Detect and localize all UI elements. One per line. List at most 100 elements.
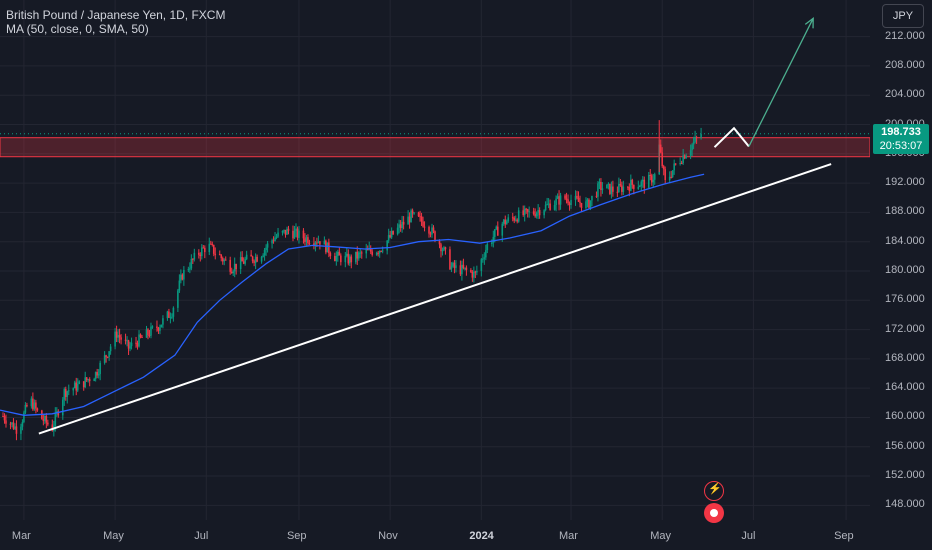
candle-body: [441, 250, 444, 252]
candle-body: [106, 356, 109, 358]
candle-body: [618, 183, 620, 193]
candle-body: [683, 155, 686, 159]
candle-body: [612, 186, 614, 192]
resistance-zone: [0, 137, 871, 158]
currency-button[interactable]: JPY: [882, 4, 924, 28]
candle-body: [293, 231, 296, 239]
candle-body: [11, 422, 13, 425]
candle-body: [307, 237, 309, 244]
candle-body: [486, 243, 489, 251]
candle-body: [480, 259, 483, 271]
candle-body: [212, 244, 215, 254]
candle-body: [700, 134, 702, 138]
candle-body: [650, 175, 653, 183]
symbol-title[interactable]: British Pound / Japanese Yen, 1D, FXCM: [6, 8, 226, 22]
candle-body: [33, 402, 36, 410]
candle-body: [209, 243, 212, 245]
candle-body: [502, 219, 505, 224]
candle-body: [365, 249, 368, 254]
candle-body: [568, 203, 571, 206]
candle-body: [233, 263, 236, 272]
time-axis[interactable]: Mar May Jul Sep Nov 2024 Mar May Jul Sep: [0, 520, 870, 550]
candle-body: [643, 179, 646, 188]
candle-body: [338, 251, 341, 256]
time-tick-label: Mar: [11, 530, 31, 542]
candle-body: [419, 216, 421, 218]
candle-body: [203, 247, 206, 253]
bolt-icon[interactable]: [704, 481, 724, 501]
candle-body: [354, 251, 357, 263]
candle-body: [23, 412, 25, 423]
candle-body: [493, 229, 496, 237]
candle-body: [329, 253, 332, 256]
price-tick-label: 152.000: [885, 469, 925, 482]
candle-body: [359, 252, 362, 254]
candle-body: [221, 258, 224, 262]
price-tick-label: 172.000: [885, 322, 925, 335]
candle-body: [402, 221, 405, 225]
candle-body: [44, 415, 46, 422]
candle-body: [586, 199, 589, 202]
candle-body: [449, 249, 451, 270]
candle-body: [431, 227, 433, 235]
candle-body: [157, 327, 160, 331]
candle-body: [674, 163, 677, 165]
candle-body: [242, 261, 245, 264]
ma-indicator-label[interactable]: MA (50, close, 0, SMA, 50): [6, 22, 149, 36]
candle-body: [232, 271, 234, 274]
candle-body: [470, 270, 472, 273]
candle-body: [313, 243, 315, 246]
candle-body: [535, 212, 538, 217]
price-tick-label: 168.000: [885, 351, 925, 364]
candle-body: [526, 209, 529, 212]
candle-body: [47, 422, 49, 425]
candle-body: [396, 227, 399, 235]
candle-body: [262, 255, 264, 257]
price-chart[interactable]: [0, 0, 871, 520]
record-icon[interactable]: [704, 503, 724, 523]
candle-body: [66, 391, 69, 397]
candle-body: [588, 199, 590, 208]
candle-body: [127, 340, 130, 349]
candle-body: [483, 257, 486, 259]
price-axis[interactable]: 148.000 152.000 156.000 160.000 164.000 168.0…: [870, 0, 932, 550]
candle-body: [492, 236, 495, 243]
candle-body: [67, 390, 70, 392]
candle-body: [250, 254, 252, 257]
candle-body: [334, 255, 336, 262]
candle-body: [284, 229, 287, 235]
candle-body: [319, 241, 321, 245]
candle-body: [619, 183, 622, 186]
candle-body: [3, 416, 6, 421]
candle-body: [256, 256, 258, 262]
chart-area[interactable]: [0, 0, 871, 520]
candle-body: [438, 240, 441, 245]
candle-body: [84, 377, 87, 388]
price-tick-label: 148.000: [885, 498, 925, 511]
candle-body: [253, 261, 255, 263]
candle-body: [271, 240, 273, 244]
candle-body: [591, 195, 593, 201]
candle-body: [485, 250, 487, 258]
candle-body: [272, 240, 275, 242]
candle-body: [193, 252, 196, 260]
candle-body: [659, 144, 662, 153]
candle-body: [63, 389, 66, 400]
candle-body: [85, 377, 88, 381]
candle-body: [413, 212, 415, 214]
candle-body: [108, 351, 110, 357]
ma-line: [0, 173, 705, 416]
candle-body: [96, 372, 98, 376]
candle-body: [168, 311, 170, 318]
candle-body: [344, 255, 347, 263]
candle-body: [357, 252, 360, 259]
candle-body: [326, 242, 329, 253]
candle-body: [691, 144, 693, 151]
candle-body: [555, 198, 557, 205]
candle-body: [621, 185, 623, 192]
candle-body: [386, 240, 388, 251]
candle-body: [159, 327, 161, 331]
bar-countdown: 20:53:07: [879, 140, 923, 152]
candle-body: [401, 221, 403, 229]
candle-body: [664, 169, 667, 181]
